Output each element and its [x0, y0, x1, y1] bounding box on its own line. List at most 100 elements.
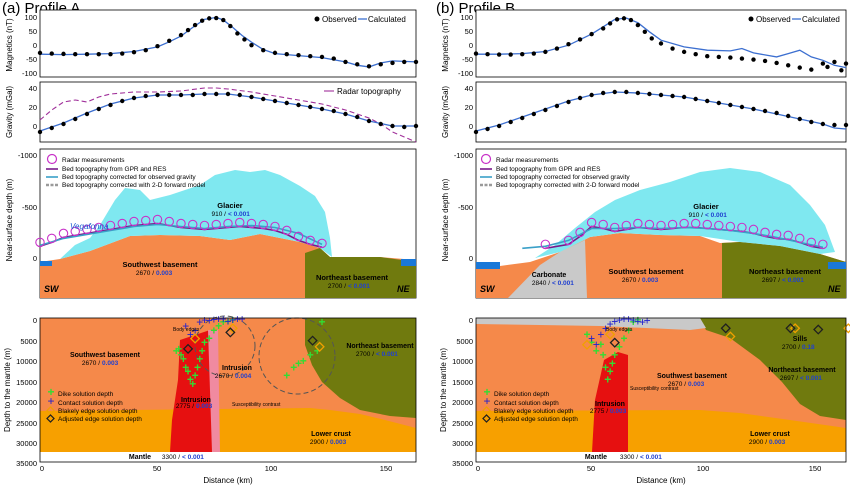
observed-point	[331, 108, 336, 114]
observed-point	[473, 51, 479, 56]
observed-point	[797, 116, 802, 122]
deep-a-xtick: 150	[380, 464, 393, 473]
contact-solution-point: +	[239, 312, 246, 326]
dike-solution-point: +	[300, 354, 307, 368]
dike-solution-point: +	[175, 342, 182, 356]
deep-a-lower-crust-label: Lower crust	[311, 431, 351, 438]
observed-point	[797, 65, 802, 70]
deep-a-legend-contact-marker: +	[47, 394, 54, 408]
radar-measurement	[656, 220, 666, 231]
radar-measurement	[305, 235, 315, 246]
contact-solution-point: +	[611, 314, 618, 328]
topo-a-glacier-label: Glacier	[217, 201, 243, 210]
topo-b-legend-item: Bed topography corrected for observed gr…	[496, 174, 630, 181]
observed-point	[108, 52, 113, 57]
deep-a-lower-crust-error: 0.003	[330, 439, 347, 446]
grav-a-legend-radar: Radar topography	[337, 87, 401, 96]
radar-measurement	[211, 219, 222, 230]
deep-b-mantle-density: 3300 /	[620, 454, 638, 461]
dike-solution-point: +	[290, 360, 297, 374]
radar-measurement	[281, 225, 292, 236]
radar-measurement	[748, 224, 759, 235]
panel-a: (a) Profile A Magnetics (nT) 100 50 0 -5…	[2, 0, 419, 485]
deep-b-southwest-error: 0.003	[688, 381, 705, 388]
dike-solution-point: +	[597, 338, 604, 352]
topo-b-southwest-label: Southwest basement	[608, 267, 684, 276]
observed-point	[693, 52, 698, 57]
deep-a-ytick: 0	[33, 316, 37, 325]
observed-point	[366, 118, 372, 124]
topo-b-glacier-density: 910 /	[689, 212, 704, 219]
contact-solution-point: +	[602, 321, 609, 335]
radar-measurement	[783, 230, 793, 241]
deep-b-legend-dike-marker: +	[483, 385, 490, 399]
grav-b-observed-points	[473, 89, 849, 135]
observed-point	[249, 94, 254, 100]
deep-b: ++++++++++++++++++++++++++++ Depth to th…	[439, 312, 850, 485]
deep-b-xtick: 150	[809, 464, 822, 473]
dike-solution-point: +	[314, 344, 321, 358]
contact-solution-point: +	[220, 312, 227, 326]
radar-measurement	[644, 219, 655, 230]
radar-measurement	[725, 221, 736, 232]
observed-point	[670, 93, 675, 99]
topo-a-bed-gravity-line	[39, 223, 323, 247]
dike-solution-point: +	[593, 344, 600, 358]
deep-b-xtick: 0	[476, 464, 480, 473]
observed-point	[681, 49, 687, 55]
contact-solution-point: +	[593, 338, 600, 352]
contact-solution-point: +	[201, 313, 208, 327]
deep-b-legend-contact-marker: +	[483, 394, 490, 408]
deep-a-lower-crust-density: 2900 /	[310, 439, 328, 446]
deep-b-xlabel: Distance (km)	[636, 476, 686, 485]
observed-point	[308, 54, 313, 59]
topo-b-ytick: -1000	[454, 151, 473, 160]
observed-point	[785, 63, 791, 68]
contact-solution-point: +	[644, 313, 651, 327]
observed-point	[413, 59, 419, 65]
dike-solution-point: +	[201, 336, 208, 350]
deep-b-ytick: 5000	[456, 337, 473, 346]
contact-solution-point: +	[187, 327, 194, 341]
dike-solution-point: +	[283, 369, 290, 383]
deep-b-lower-crust-density: 2900 /	[749, 439, 767, 446]
radar-measurement	[598, 219, 608, 230]
deep-b-ytick: 20000	[452, 398, 473, 407]
grav-a-ytick: 0	[33, 122, 37, 131]
observed-point	[131, 95, 137, 101]
topo-a-sea-left	[40, 261, 52, 266]
dike-solution-point: +	[620, 332, 627, 346]
deep-b-xtick: 50	[587, 464, 595, 473]
radar-measurement	[818, 239, 828, 250]
deep-b-mantle-error: < 0.001	[640, 454, 662, 461]
observed-point	[485, 52, 490, 57]
observed-point	[390, 60, 395, 66]
observed-point	[378, 62, 383, 67]
dike-solution-point: +	[583, 327, 590, 341]
deep-b-intrusion-label: Intrusion	[595, 401, 625, 408]
observed-point	[635, 22, 641, 28]
observed-point	[762, 108, 768, 114]
dike-solution-point: +	[215, 319, 222, 333]
observed-point	[37, 50, 43, 56]
adjusted-edge-point	[813, 324, 824, 335]
topo-b-carbonate-label: Carbonate	[532, 272, 567, 279]
deep-a-xlabel: Distance (km)	[203, 476, 253, 485]
contact-solution-point: +	[597, 327, 604, 341]
deep-a-northeast-density: 2700 /	[356, 351, 374, 358]
topo-b-northeast-label: Northeast basement	[749, 267, 822, 276]
adjusted-edge-point	[182, 343, 194, 355]
mag-b-ytick: -50	[462, 55, 473, 64]
contact-solution-point: +	[206, 313, 213, 327]
observed-point	[214, 91, 219, 97]
grav-b-ylabel: Gravity (mGal)	[441, 86, 450, 138]
topo-b-northeast-density: 2697 /	[762, 277, 780, 284]
observed-point	[728, 102, 733, 108]
observed-point	[242, 37, 247, 42]
topo-a: Near-surface depth (m) -1000 -500 0 Rada…	[5, 148, 417, 299]
radar-measurement	[235, 217, 245, 228]
observed-point	[237, 92, 242, 98]
deep-b-lower-crust-error: 0.003	[769, 439, 786, 446]
observed-point	[284, 52, 289, 57]
